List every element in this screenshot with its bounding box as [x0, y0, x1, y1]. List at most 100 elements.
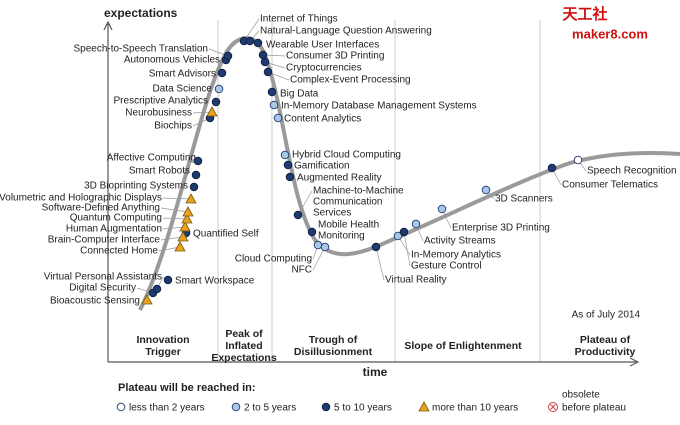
technology-marker: [547, 163, 557, 173]
technology-label: Gesture Control: [411, 261, 482, 272]
phase-label: Slope of Enlightenment: [404, 340, 522, 352]
technology-marker: [267, 87, 277, 97]
technology-markers: [141, 36, 583, 305]
technology-marker: [437, 204, 447, 214]
technology-marker: [260, 57, 270, 67]
technology-label: Prescriptive Analytics: [114, 96, 208, 107]
technology-label: NFC: [291, 265, 312, 276]
technology-label: Quantum Computing: [70, 213, 162, 224]
phase-label: Disillusionment: [294, 346, 373, 358]
x-axis-label: time: [363, 365, 388, 379]
technology-marker: [263, 67, 273, 77]
technology-marker: [285, 172, 295, 182]
technology-marker: [174, 241, 186, 252]
technology-marker: [211, 97, 221, 107]
technology-label: Consumer Telematics: [562, 180, 658, 191]
technology-label: Smart Robots: [129, 166, 190, 177]
technology-label: Connected Home: [80, 246, 158, 257]
technology-label: Machine-to-Machine: [313, 186, 404, 197]
technology-label: Affective Computing: [107, 153, 196, 164]
axes: [103, 20, 640, 367]
technology-marker: [273, 113, 283, 123]
leader-line: [375, 246, 385, 281]
technology-marker: [214, 84, 224, 94]
legend-label: less than 2 years: [129, 403, 205, 414]
technology-marker: [191, 170, 201, 180]
technology-marker: [206, 106, 218, 117]
technology-label: Consumer 3D Printing: [286, 51, 384, 62]
technology-marker: [182, 206, 194, 217]
technology-label: In-Memory Analytics: [411, 250, 501, 261]
legend-title: Plateau will be reached in:: [118, 382, 256, 394]
legend-marker: [231, 402, 241, 412]
technology-marker: [269, 100, 279, 110]
technology-marker: [573, 155, 583, 165]
technology-label: Digital Security: [69, 283, 136, 294]
technology-label: Internet of Things: [260, 14, 338, 25]
technology-label: Speech Recognition: [587, 166, 677, 177]
phase-label: Plateau of: [580, 334, 631, 346]
technology-marker: [411, 219, 421, 229]
technology-label: Natural-Language Question Answering: [260, 26, 432, 37]
technology-label: Monitoring: [318, 231, 365, 242]
y-axis-label: expectations: [104, 6, 178, 20]
technology-marker: [283, 160, 293, 170]
legend-label: more than 10 years: [432, 403, 518, 414]
technology-label: Mobile Health: [318, 220, 379, 231]
technology-marker: [189, 182, 199, 192]
phase-label: Inflated: [225, 340, 262, 352]
leader-line: [162, 217, 188, 220]
legend-label: 5 to 10 years: [334, 403, 392, 414]
phase-label: Productivity: [575, 346, 636, 358]
phase-label: Trigger: [145, 346, 181, 358]
technology-label: 3D Bioprinting Systems: [84, 181, 188, 192]
technology-label: Quantified Self: [193, 229, 259, 240]
technology-label: Wearable User Interfaces: [266, 40, 379, 51]
technology-marker: [181, 213, 193, 224]
technology-label: Human Augmentation: [66, 224, 162, 235]
technology-marker: [258, 50, 268, 60]
technology-label: Volumetric and Holographic Displays: [0, 193, 162, 204]
technology-label: Autonomous Vehicles: [124, 55, 220, 66]
technology-label: Smart Advisors: [149, 69, 216, 80]
technology-marker: [280, 150, 290, 160]
technology-marker: [223, 51, 233, 61]
technology-marker: [163, 275, 173, 285]
technology-marker: [141, 294, 153, 305]
leader-line: [297, 190, 313, 216]
technology-marker: [293, 210, 303, 220]
technology-label: Content Analytics: [284, 114, 361, 125]
technology-marker: [152, 284, 162, 294]
technology-label: Activity Streams: [424, 236, 496, 247]
legend-label: before plateau: [562, 403, 626, 414]
technology-marker: [185, 193, 197, 204]
legend-marker: [116, 402, 126, 412]
phase-label: Expectations: [211, 352, 277, 364]
technology-label: 3D Scanners: [495, 194, 553, 205]
technology-label: Enterprise 3D Printing: [452, 223, 550, 234]
technology-label: Data Science: [153, 84, 213, 95]
leader-line: [403, 231, 411, 267]
logo-site: maker8.com: [572, 26, 648, 41]
technology-label: Brain-Computer Interface: [48, 235, 161, 246]
leader-line: [162, 226, 186, 230]
technology-label: Bioacoustic Sensing: [50, 296, 140, 307]
leader-line: [160, 207, 189, 213]
technology-label: Cloud Computing: [235, 254, 312, 265]
technology-marker: [481, 185, 491, 195]
technology-label: Smart Workspace: [175, 276, 255, 287]
technology-label: Speech-to-Speech Translation: [73, 44, 208, 55]
technology-label: Software-Defined Anything: [42, 203, 160, 214]
hype-curve: [138, 36, 680, 311]
technology-marker: [177, 231, 189, 242]
logo-name: 天工社: [562, 5, 607, 23]
technology-label: Hybrid Cloud Computing: [292, 150, 401, 161]
technology-marker: [179, 221, 191, 232]
technology-marker: [193, 156, 203, 166]
technology-marker: [253, 38, 263, 48]
technology-marker: [307, 227, 317, 237]
technology-label: Neurobusiness: [125, 108, 192, 119]
technology-marker: [245, 36, 255, 46]
phase-label: Innovation: [136, 334, 189, 346]
